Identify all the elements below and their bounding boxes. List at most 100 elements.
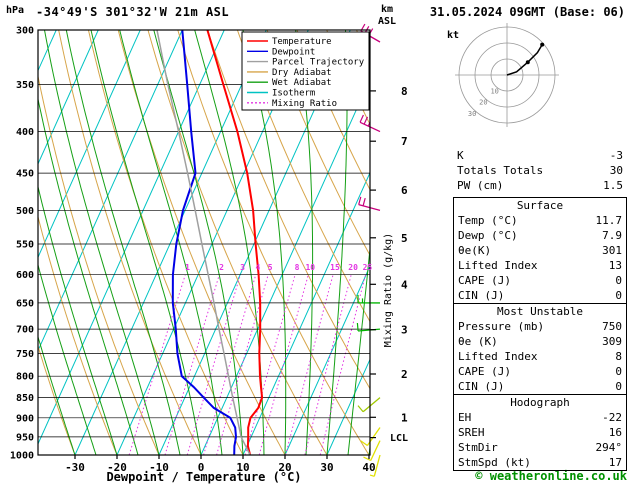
isotherm-line: [242, 171, 370, 455]
pressure-tick-label: 850: [16, 393, 34, 404]
stat-value: 309: [602, 335, 622, 348]
wind-barb-tick: [356, 322, 359, 332]
mixing-ratio-line: [186, 274, 241, 455]
stat-value: 750: [602, 320, 622, 333]
wind-barb: [356, 322, 381, 332]
stat-label: StmSpd (kt): [458, 456, 531, 469]
legend-label: Wet Adiabat: [272, 78, 332, 88]
stat-value: 13: [608, 259, 622, 272]
hodograph-ring-label: 10: [490, 87, 498, 95]
stat-value: 11.7: [595, 214, 623, 227]
temp-tick-label: -20: [107, 461, 127, 474]
legend-label: Temperature: [272, 37, 332, 47]
stats-row: PW (cm) 1.5: [453, 178, 627, 193]
mixing-ratio-label: 20: [348, 263, 358, 272]
stats-row: θe(K) 301: [454, 243, 626, 258]
stat-label: Temp (°C): [458, 214, 518, 227]
plot-border: [37, 29, 371, 456]
km-axis-unit-label: km: [381, 4, 393, 15]
stats-row: Temp (°C) 11.7: [454, 213, 626, 228]
temp-tick-label: 40: [362, 461, 375, 474]
pressure-tick-label: 950: [16, 432, 34, 443]
pressure-tick-label: 400: [16, 127, 34, 138]
hodograph-point: [540, 42, 545, 47]
km-tick-label: 8: [401, 85, 408, 98]
stat-value: 1.5: [603, 179, 623, 192]
dewpoint-curve: [171, 30, 238, 455]
pressure-tick-label: 1000: [10, 451, 34, 462]
stat-value: -3: [609, 149, 623, 162]
mixing-ratio-label: 25: [363, 263, 373, 272]
legend-label: Dry Adiabat: [272, 68, 332, 78]
dry-adiabat-line: [117, 30, 286, 455]
parcel-trajectory-curve: [156, 30, 251, 455]
stat-label: CIN (J): [458, 289, 505, 302]
stats-row: K -3: [453, 148, 627, 163]
stats-row: Dewp (°C) 7.9: [454, 228, 626, 243]
copyright: © weatheronline.co.uk: [475, 469, 627, 483]
stats-sections: Surface Temp (°C) 11.7 Dewp (°C) 7.9 θe(K) 301…: [453, 197, 627, 471]
mixing-ratio-line: [203, 274, 257, 455]
dry-adiabat-line: [38, 344, 76, 455]
pressure-unit-label: hPa: [6, 5, 24, 16]
mixing-ratio-label: 4: [255, 263, 260, 272]
wind-barb-tick: [358, 196, 362, 205]
stat-label: θe (K): [458, 335, 498, 348]
isotherm-line: [326, 358, 370, 455]
mixing-ratio-line: [216, 274, 269, 455]
temperature-curve: [206, 30, 264, 455]
wind-barb-staff: [358, 328, 381, 332]
stat-label: θe(K): [458, 244, 492, 257]
legend-label: Dewpoint: [272, 47, 315, 57]
stats-row: CAPE (J) 0: [454, 273, 626, 288]
stats-section-surface: Surface Temp (°C) 11.7 Dewp (°C) 7.9 θe(K) 301…: [454, 198, 626, 303]
km-tick-label: 5: [401, 232, 408, 245]
stat-value: 7.9: [602, 229, 622, 242]
temp-tick-label: 30: [320, 461, 333, 474]
temp-tick-label: 20: [278, 461, 291, 474]
stat-value: 0: [615, 380, 622, 393]
mixing-ratio-label: 5: [268, 263, 273, 272]
stats-row: θe (K) 309: [454, 334, 626, 349]
wind-barb-staff: [358, 203, 381, 211]
stat-label: SREH: [458, 426, 485, 439]
stats-row: SREH 16: [454, 425, 626, 440]
pressure-tick-label: 650: [16, 298, 34, 309]
wind-barb-half-tick: [369, 474, 375, 477]
wind-barb-tick: [357, 405, 364, 413]
wind-barb-tick: [362, 197, 366, 206]
isotherm-line: [74, 30, 267, 455]
stats-row: CAPE (J) 0: [454, 364, 626, 379]
sounding-profiles: [156, 30, 264, 455]
stat-label: K: [457, 149, 464, 162]
isotherm-line: [38, 30, 225, 446]
wind-barb-staff: [370, 440, 381, 461]
stat-value: 30: [609, 164, 623, 177]
pressure-tick-label: 300: [16, 26, 34, 37]
isotherm-line: [284, 264, 370, 455]
mixing-ratio-line: [164, 274, 220, 455]
pressure-tick-label: 450: [16, 169, 34, 180]
mixing-ratio-label: 3: [240, 263, 245, 272]
stat-value: -22: [602, 411, 622, 424]
stat-label: Pressure (mb): [458, 320, 545, 333]
pressure-tick-label: 600: [16, 270, 34, 281]
wind-barb: [357, 294, 381, 304]
pressure-tick-label: 900: [16, 413, 34, 424]
stat-value: 16: [608, 426, 622, 439]
stat-value: 17: [608, 456, 622, 469]
mixing-ratio-label: 2: [219, 263, 224, 272]
stat-value: 0: [615, 274, 622, 287]
wind-barb-tick: [363, 116, 369, 125]
isotherm-line: [38, 30, 99, 166]
wind-barb-staff: [362, 397, 381, 413]
stat-label: PW (cm): [457, 179, 504, 192]
mixing-ratio-label: 1: [185, 263, 190, 272]
dry-adiabat-line: [147, 30, 328, 455]
stats-indices: K -3 Totals Totals 30 PW (cm) 1.5: [453, 148, 627, 193]
hodograph-ring: [474, 42, 540, 108]
dry-adiabat-line: [38, 74, 160, 455]
wet-adiabat-line: [38, 263, 97, 455]
